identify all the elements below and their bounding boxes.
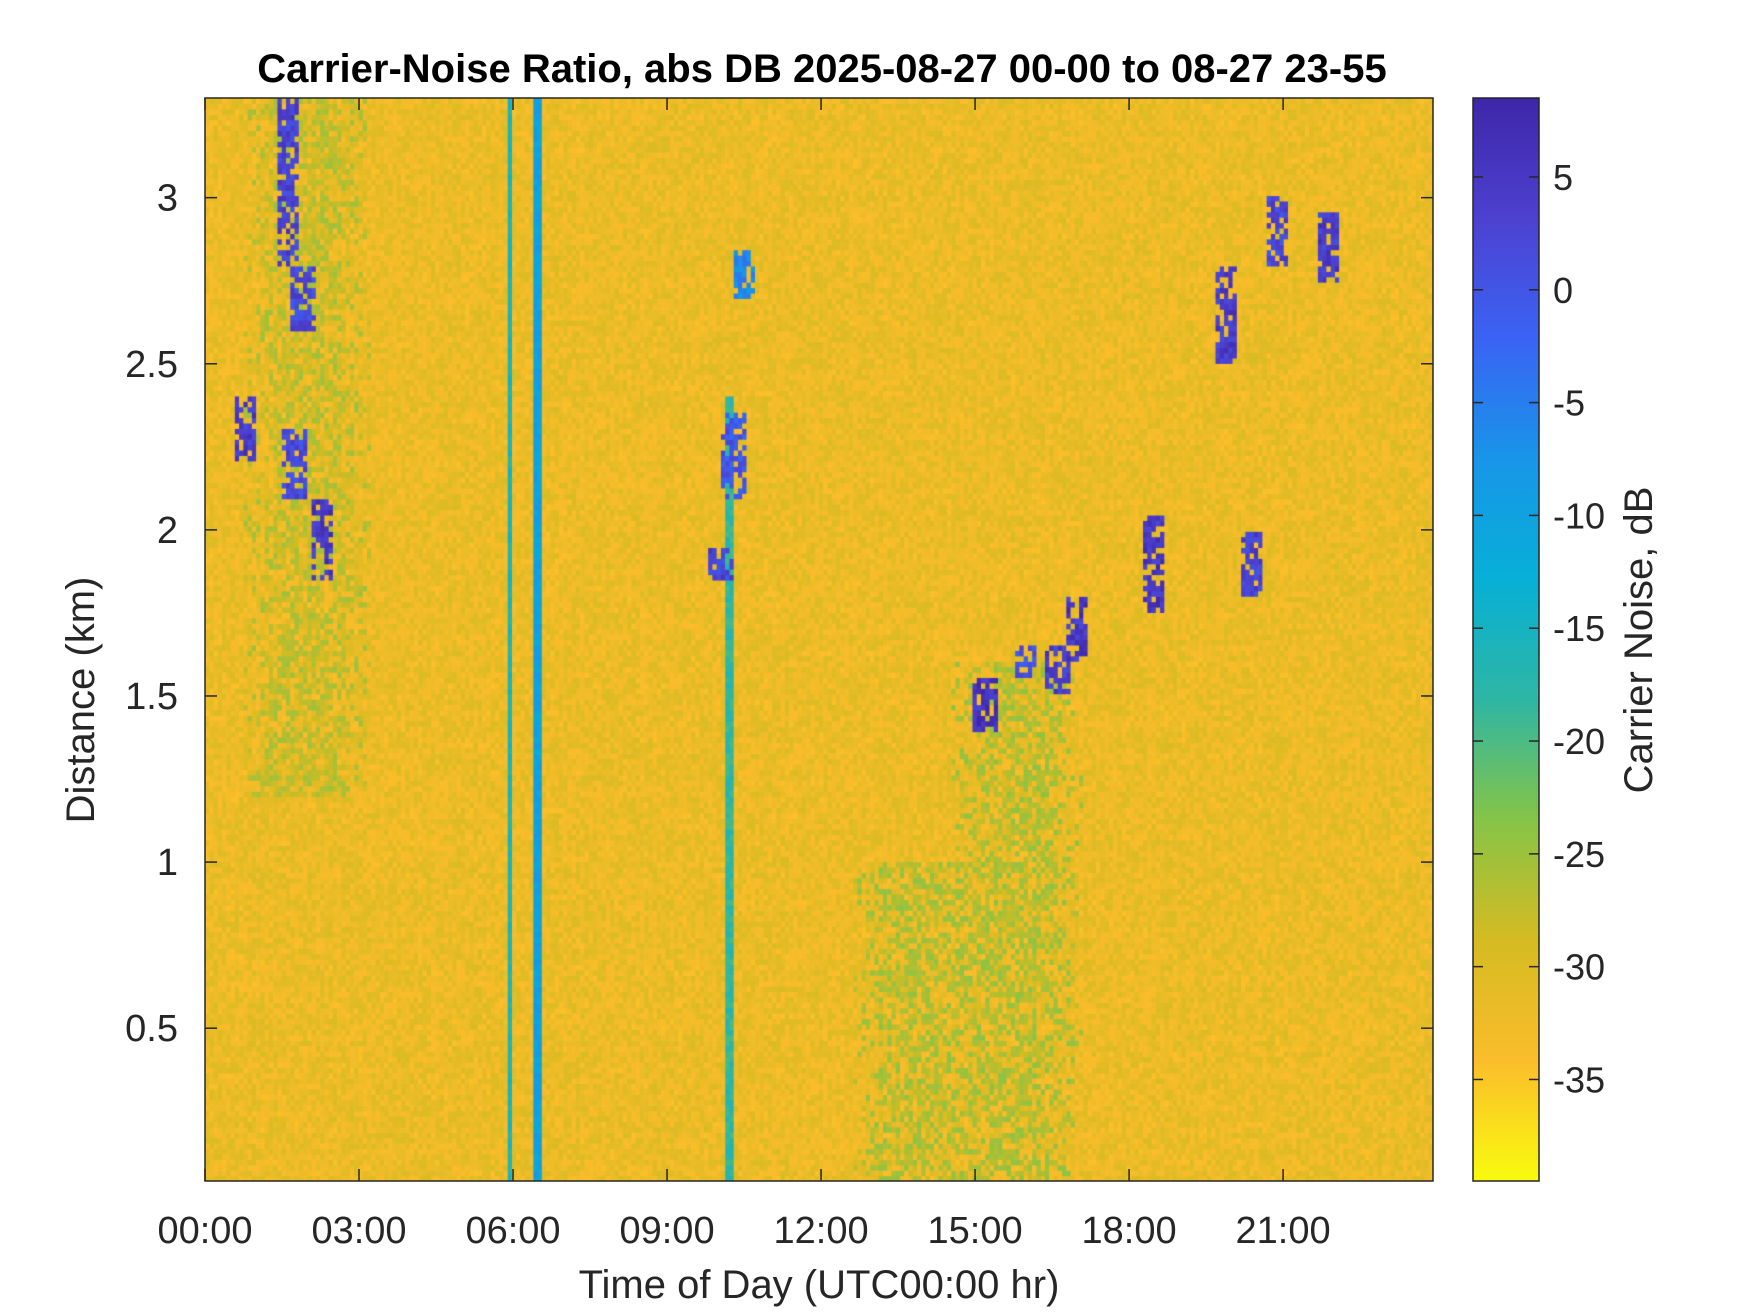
- y-tick-label: 2.5: [125, 344, 178, 386]
- colorbar-tick-label: -25: [1553, 834, 1605, 875]
- x-tick-label: 15:00: [928, 1210, 1023, 1252]
- x-axis-label: Time of Day (UTC00:00 hr): [579, 1263, 1060, 1307]
- plot-frame: [204, 97, 1434, 1182]
- colorbar: 5 0 -5 -10 -15 -20 -25 -30 -35 Carrier Noise, dB: [1472, 97, 1661, 1182]
- x-tick-label: 18:00: [1082, 1210, 1177, 1252]
- colorbar-tick-label: 5: [1553, 157, 1573, 198]
- y-tick-label: 1.5: [125, 676, 178, 718]
- colorbar-tick-label: -20: [1553, 721, 1605, 762]
- x-tick-label: 21:00: [1236, 1210, 1331, 1252]
- x-tick-label: 09:00: [619, 1210, 714, 1252]
- x-axis: 00:00 03:00 06:00 09:00 12:00 15:00 18:00 21:00: [157, 98, 1331, 1252]
- colorbar-tick-label: -15: [1553, 608, 1605, 649]
- colorbar-tick-label: -5: [1553, 383, 1585, 424]
- colorbar-gradient: [1472, 97, 1540, 1182]
- y-axis: 0.5 1 1.5 2 2.5 3: [125, 178, 1433, 1050]
- colorbar-tick-label: -30: [1553, 947, 1605, 988]
- colorbar-tick-label: -35: [1553, 1059, 1605, 1100]
- colorbar-label: Carrier Noise, dB: [1617, 487, 1661, 794]
- colorbar-ticks: 5 0 -5 -10 -15 -20 -25 -30 -35: [1473, 157, 1605, 1100]
- y-tick-label: 1: [157, 842, 178, 884]
- plot-area: [204, 97, 1434, 1182]
- heatmap-image: [205, 98, 1433, 1181]
- y-tick-label: 3: [157, 178, 178, 220]
- x-tick-label: 06:00: [465, 1210, 560, 1252]
- colorbar-tick-label: 0: [1553, 270, 1573, 311]
- y-tick-label: 2: [157, 510, 178, 552]
- x-tick-label: 03:00: [311, 1210, 406, 1252]
- y-tick-label: 0.5: [125, 1008, 178, 1050]
- chart-title: Carrier-Noise Ratio, abs DB 2025-08-27 0…: [257, 47, 1386, 91]
- colorbar-tick-label: -10: [1553, 495, 1605, 536]
- x-tick-label: 00:00: [157, 1210, 252, 1252]
- x-tick-label: 12:00: [774, 1210, 869, 1252]
- y-axis-label: Distance (km): [59, 577, 103, 824]
